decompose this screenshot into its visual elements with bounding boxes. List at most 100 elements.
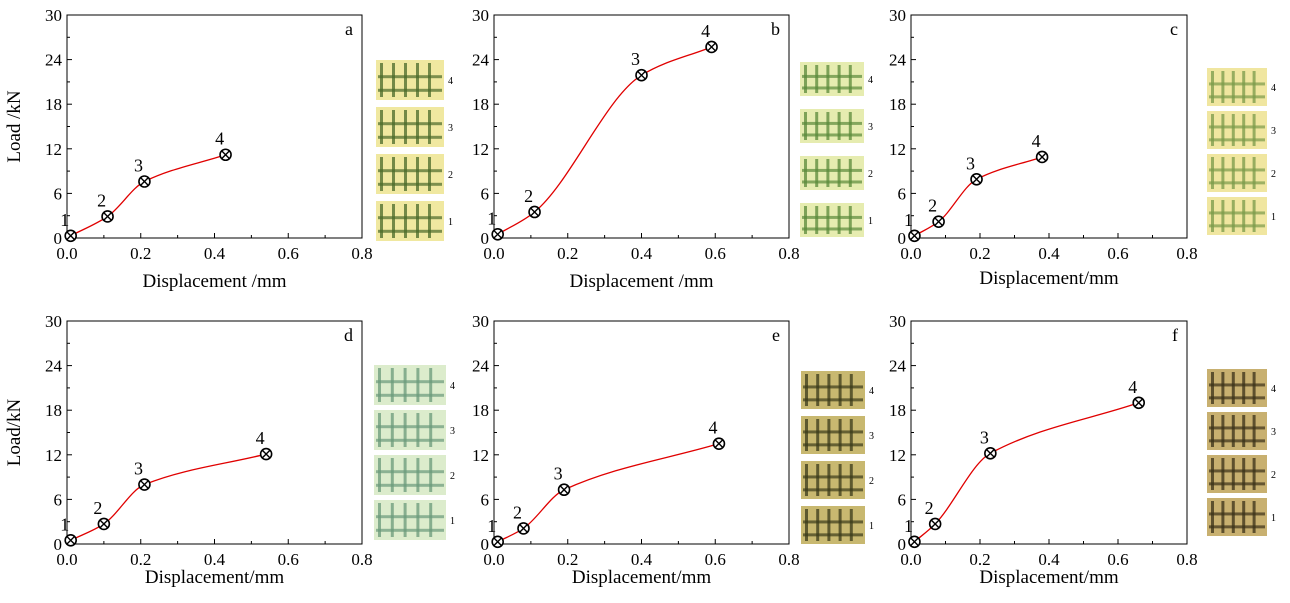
thumbnail-bar bbox=[1231, 157, 1235, 189]
x-axis-label: Displacement/mm bbox=[572, 567, 712, 588]
thumbnail-label: 4 bbox=[1271, 384, 1276, 395]
data-point bbox=[64, 229, 77, 243]
thumbnail-bar bbox=[392, 110, 395, 144]
thumbnail-bar bbox=[1252, 114, 1256, 146]
thumbnail-label: 1 bbox=[448, 217, 453, 228]
specimen-photo-thumbnail bbox=[801, 416, 865, 454]
point-cross bbox=[559, 485, 569, 495]
thumbnail-bar bbox=[416, 110, 419, 144]
y-tick-label: 18 bbox=[889, 401, 906, 420]
thumbnail-bar bbox=[837, 159, 841, 187]
data-point bbox=[908, 535, 921, 549]
series-line bbox=[497, 46, 712, 235]
x-tick-label: 0.0 bbox=[56, 550, 77, 569]
point-cross bbox=[934, 217, 943, 226]
x-tick-label: 0.4 bbox=[1038, 550, 1060, 569]
thumbnail-bar bbox=[805, 464, 808, 496]
thumbnail-bar bbox=[1231, 458, 1235, 490]
specimen-photo-thumbnail bbox=[376, 60, 444, 100]
data-point bbox=[908, 229, 921, 243]
thumbnail-bar bbox=[1242, 200, 1246, 232]
thumbnail-label: 2 bbox=[868, 169, 873, 180]
specimen-photo-thumbnail bbox=[1207, 369, 1267, 407]
thumbnail-band bbox=[1209, 95, 1265, 99]
data-point bbox=[528, 205, 541, 219]
thumbnail-bar bbox=[403, 458, 407, 492]
thumbnail-label: 3 bbox=[868, 122, 873, 133]
series-line bbox=[497, 443, 720, 543]
thumbnail-bar bbox=[826, 159, 830, 187]
x-axis-label: Displacement /mm bbox=[142, 271, 286, 292]
y-axis-label: Load/kN bbox=[4, 398, 25, 466]
thumbnail-band bbox=[378, 216, 442, 220]
data-point bbox=[928, 517, 942, 531]
specimen-photo-thumbnail bbox=[376, 154, 444, 194]
thumbnail-band bbox=[803, 430, 863, 434]
thumbnail-label: 4 bbox=[868, 75, 873, 86]
data-point bbox=[1132, 396, 1145, 410]
thumbnail-background bbox=[1207, 455, 1267, 493]
thumbnail-label: 3 bbox=[869, 431, 874, 442]
thumbnail-background bbox=[376, 154, 444, 194]
data-point bbox=[491, 227, 504, 241]
point-cross bbox=[66, 231, 76, 241]
thumbnail-background bbox=[801, 416, 865, 454]
thumbnail-band bbox=[802, 215, 862, 219]
thumbnail-bar bbox=[849, 374, 853, 406]
thumbnail-bar bbox=[1231, 372, 1235, 404]
thumbnail-bar bbox=[816, 419, 820, 451]
thumbnail-background bbox=[801, 371, 865, 409]
point-cross bbox=[910, 231, 919, 241]
y-tick-label: 6 bbox=[481, 184, 490, 203]
thumbnail-band bbox=[802, 180, 862, 184]
thumbnail-band bbox=[378, 88, 442, 92]
x-tick-label: 0.6 bbox=[278, 550, 299, 569]
point-label: 2 bbox=[928, 196, 937, 216]
thumbnail-band bbox=[1209, 168, 1265, 172]
series-line bbox=[70, 154, 226, 237]
thumbnail-bar bbox=[827, 374, 831, 406]
y-tick-label: 0 bbox=[898, 535, 907, 554]
y-tick-label: 12 bbox=[45, 140, 62, 159]
y-tick-label: 30 bbox=[472, 6, 489, 25]
thumbnail-bar bbox=[849, 464, 853, 496]
x-tick-label: 0.6 bbox=[1107, 244, 1128, 263]
thumbnail-bar bbox=[428, 63, 431, 97]
point-label: 1 bbox=[60, 514, 69, 534]
thumbnail-band bbox=[1209, 469, 1265, 473]
thumbnail-bar bbox=[1242, 501, 1246, 533]
x-tick-label: 0.8 bbox=[778, 550, 799, 569]
point-label: 4 bbox=[1032, 131, 1041, 151]
point-label: 4 bbox=[256, 428, 265, 448]
thumbnail-bar bbox=[416, 413, 420, 447]
thumbnail-bar bbox=[404, 63, 407, 97]
thumbnail-bar bbox=[838, 374, 842, 406]
x-tick-label: 0.6 bbox=[705, 550, 726, 569]
point-label: 2 bbox=[925, 498, 934, 518]
panel-d: 0.0 0.2 0.4 0.6 0.80612182430Displacement/mm… bbox=[4, 312, 455, 588]
y-tick-label: 0 bbox=[481, 229, 490, 248]
x-tick-label: 0.2 bbox=[130, 244, 151, 263]
thumbnail-bar bbox=[815, 159, 819, 187]
thumbnail-band bbox=[1209, 125, 1265, 129]
x-tick-label: 0.8 bbox=[1176, 550, 1197, 569]
thumbnail-band bbox=[803, 520, 863, 524]
point-label: 1 bbox=[904, 516, 913, 536]
thumbnail-background bbox=[800, 62, 864, 96]
y-tick-label: 24 bbox=[45, 51, 63, 70]
thumbnail-bar bbox=[416, 368, 420, 402]
thumbnail-background bbox=[801, 506, 865, 544]
x-tick-label: 0.2 bbox=[130, 550, 151, 569]
x-axis-label: Displacement/mm bbox=[145, 567, 285, 588]
y-tick-label: 24 bbox=[889, 51, 907, 70]
thumbnail-band bbox=[378, 135, 442, 139]
thumbnail-label: 1 bbox=[869, 521, 874, 532]
axes-frame bbox=[910, 14, 1188, 239]
point-label: 1 bbox=[487, 208, 496, 228]
point-label: 2 bbox=[524, 186, 533, 206]
x-tick-label: 0.2 bbox=[969, 244, 990, 263]
x-tick-label: 0.8 bbox=[351, 550, 372, 569]
specimen-photo-thumbnail bbox=[801, 371, 865, 409]
